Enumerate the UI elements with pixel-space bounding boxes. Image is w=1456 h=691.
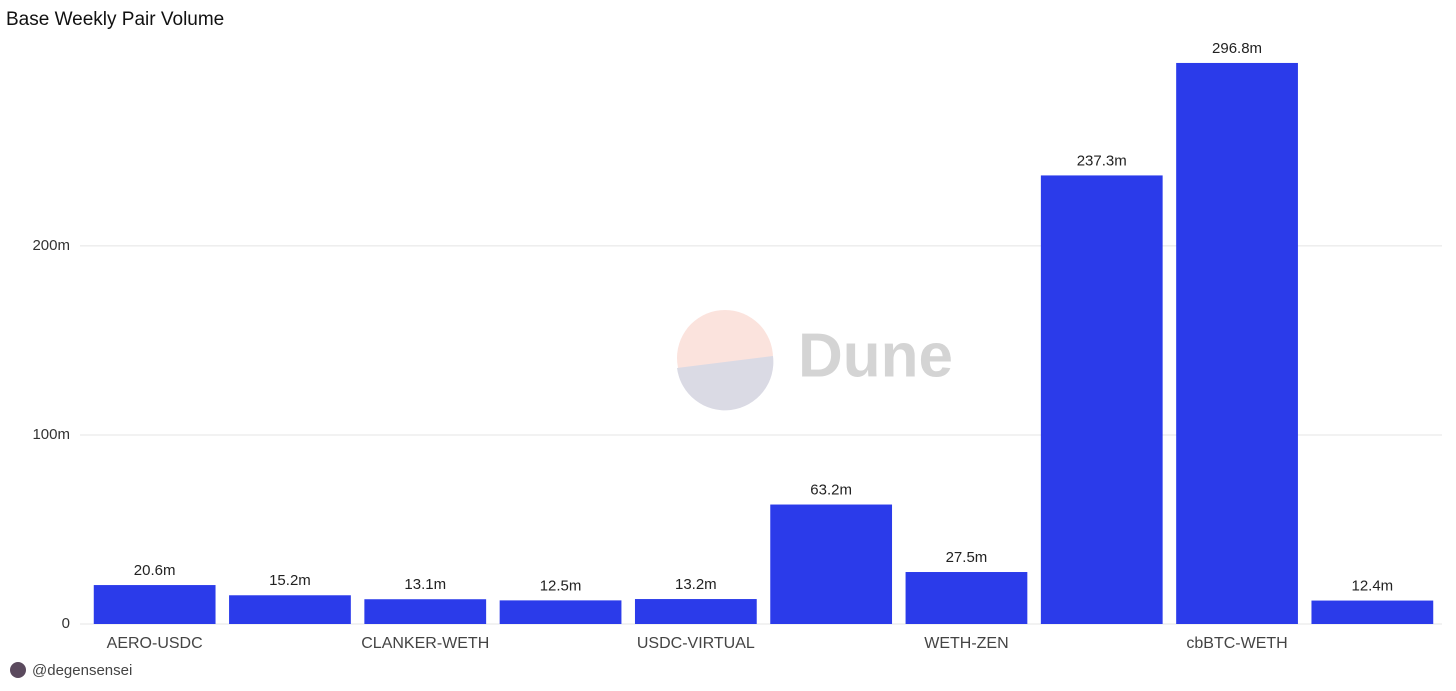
value-label: 15.2m <box>269 572 311 589</box>
bar <box>1311 600 1434 624</box>
y-tick-label: 100m <box>32 426 70 443</box>
bar <box>1040 175 1163 624</box>
author-avatar <box>10 662 26 678</box>
x-tick-label: cbBTC-WETH <box>1186 635 1287 652</box>
value-label: 27.5m <box>946 549 988 566</box>
x-tick-label: AERO-USDC <box>107 635 203 652</box>
y-tick-label: 0 <box>62 615 70 632</box>
y-tick-label: 200m <box>32 237 70 254</box>
value-label: 12.5m <box>540 577 582 594</box>
bar <box>229 595 351 624</box>
chart-title: Base Weekly Pair Volume <box>6 9 224 30</box>
bar <box>1176 62 1298 624</box>
bar <box>93 585 216 624</box>
value-label: 12.4m <box>1351 578 1393 595</box>
value-label: 63.2m <box>810 482 852 499</box>
bar <box>770 504 893 624</box>
bar <box>905 572 1028 624</box>
x-tick-label: CLANKER-WETH <box>361 635 489 652</box>
bar <box>634 599 757 624</box>
author: @degensensei <box>32 662 132 679</box>
value-label: 13.2m <box>675 576 717 593</box>
value-label: 20.6m <box>134 562 176 579</box>
x-tick-label: USDC-VIRTUAL <box>637 635 755 652</box>
bar <box>499 600 622 624</box>
watermark-text: Dune <box>798 321 953 390</box>
watermark-logo-lower <box>677 356 774 411</box>
x-tick-label: WETH-ZEN <box>924 635 1008 652</box>
value-label: 296.8m <box>1212 40 1262 57</box>
watermark: Dune <box>677 310 953 411</box>
value-label: 237.3m <box>1077 152 1127 169</box>
value-label: 13.1m <box>404 576 446 593</box>
bar <box>364 599 487 624</box>
